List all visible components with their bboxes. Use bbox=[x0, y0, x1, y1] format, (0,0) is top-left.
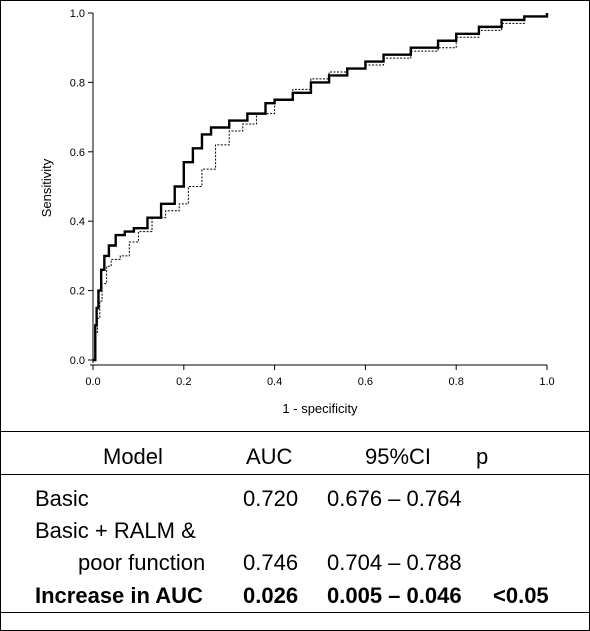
row-increase-ci: 0.005 – 0.046 bbox=[327, 583, 462, 608]
header-p: p bbox=[476, 444, 489, 469]
x-axis-label: 1 - specificity bbox=[282, 401, 358, 416]
y-tick-label: 0.6 bbox=[70, 147, 85, 159]
y-tick-label: 0.4 bbox=[70, 216, 85, 228]
tick-labels: 0.0 0.2 0.4 0.6 0.8 1.0 0.0 0.2 0.4 0.6 0.8 1.0 bbox=[70, 8, 555, 388]
table-header-rule bbox=[0, 474, 590, 475]
x-tick-label: 0.8 bbox=[449, 376, 464, 388]
y-tick-label: 1.0 bbox=[70, 8, 85, 20]
header-auc: AUC bbox=[246, 444, 293, 469]
y-axis-label: Sensitivity bbox=[39, 158, 54, 217]
x-tick-label: 0.6 bbox=[358, 376, 373, 388]
row-increase-model: Increase in AUC bbox=[35, 583, 203, 608]
row-ralm-auc: 0.746 bbox=[243, 550, 299, 575]
x-tick-label: 0.2 bbox=[176, 376, 191, 388]
table-top-rule bbox=[0, 431, 590, 432]
row-increase-p: <0.05 bbox=[493, 583, 549, 608]
roc-curve-thick bbox=[93, 13, 549, 362]
roc-curve-thin bbox=[93, 13, 548, 361]
x-tick-label: 1.0 bbox=[539, 376, 554, 388]
row-ralm-model-line1: Basic + RALM & bbox=[35, 518, 196, 543]
y-tick-label: 0.8 bbox=[70, 77, 85, 89]
axes bbox=[88, 12, 548, 370]
row-basic-ci: 0.676 – 0.764 bbox=[327, 486, 462, 511]
row-basic-auc: 0.720 bbox=[243, 486, 299, 511]
row-ralm-model-line2: poor function bbox=[78, 550, 206, 575]
header-ci: 95%CI bbox=[365, 444, 432, 469]
x-tick-label: 0.0 bbox=[85, 376, 100, 388]
header-model: Model bbox=[103, 444, 163, 469]
x-tick-label: 0.4 bbox=[267, 376, 282, 388]
row-ralm-ci: 0.704 – 0.788 bbox=[327, 550, 462, 575]
table-bottom-rule bbox=[0, 612, 590, 613]
row-basic-model: Basic bbox=[35, 486, 89, 511]
roc-curves bbox=[93, 13, 549, 362]
y-tick-label: 0.0 bbox=[70, 355, 85, 367]
row-increase-auc: 0.026 bbox=[243, 583, 299, 608]
roc-chart: 0.0 0.2 0.4 0.6 0.8 1.0 0.0 0.2 0.4 0.6 0.8 1.0 1 -… bbox=[39, 8, 555, 416]
y-tick-label: 0.2 bbox=[70, 286, 85, 298]
